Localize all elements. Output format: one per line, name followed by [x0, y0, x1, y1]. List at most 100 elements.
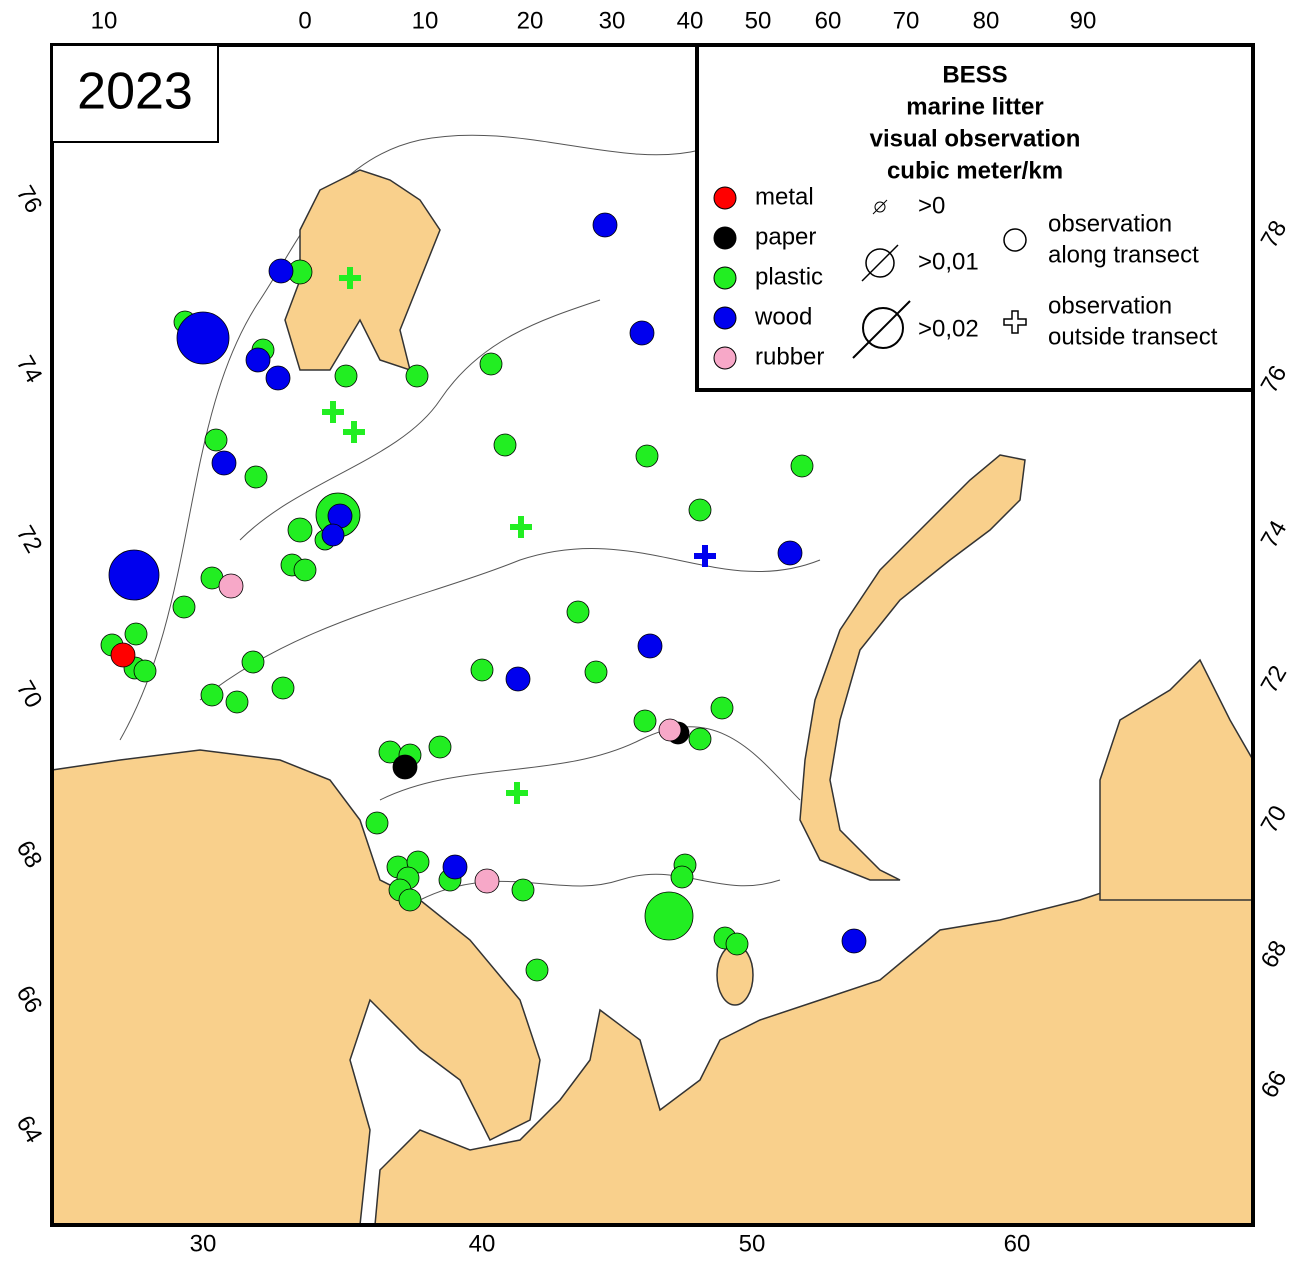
- top-tick-label: 30: [599, 7, 626, 34]
- observation: [225, 690, 249, 714]
- observation: [525, 958, 549, 982]
- legend-swatch: [713, 306, 737, 330]
- right-tick-label: 78: [1256, 216, 1293, 253]
- left-tick-label: 74: [11, 351, 48, 388]
- observation: [474, 868, 500, 894]
- observation: [670, 865, 694, 889]
- observation: [658, 718, 682, 742]
- legend-label: wood: [754, 303, 812, 330]
- observation: [633, 709, 657, 733]
- symbol-label: along transect: [1048, 241, 1199, 268]
- size-symbol: [852, 300, 911, 359]
- year: 2023: [77, 63, 193, 121]
- left-tick-label: 70: [11, 676, 48, 713]
- legend-box: [695, 43, 1255, 392]
- top-tick-label: 50: [745, 7, 772, 34]
- observation: [110, 642, 136, 668]
- bottom-tick-label: 30: [190, 1230, 217, 1257]
- observation: [405, 364, 429, 388]
- observation: [505, 666, 531, 692]
- top-tick-label: 90: [1070, 7, 1097, 34]
- top-tick-label: 20: [517, 7, 544, 34]
- observation: [268, 258, 294, 284]
- observation: [321, 523, 345, 547]
- observation: [218, 573, 244, 599]
- left-tick-label: 72: [11, 521, 48, 558]
- observation: [644, 891, 694, 941]
- observation: [428, 735, 452, 759]
- legend-title: visual observation: [870, 125, 1081, 152]
- observations: [100, 212, 867, 982]
- observation: [334, 364, 358, 388]
- legend-title: BESS: [942, 61, 1007, 88]
- outside-observation: [322, 401, 344, 423]
- legend-title: cubic meter/km: [887, 157, 1063, 184]
- top-tick-label: 10: [412, 7, 439, 34]
- observation: [584, 660, 608, 684]
- observation: [493, 433, 517, 457]
- size-symbol: [874, 201, 886, 213]
- left-tick-label: 76: [11, 181, 48, 218]
- top-tick-label: 60: [815, 7, 842, 34]
- top-tick-label: 40: [677, 7, 704, 34]
- right-tick-label: 74: [1256, 516, 1293, 553]
- observation: [635, 444, 659, 468]
- size-label: >0,01: [918, 248, 979, 275]
- right-tick-label: 70: [1256, 801, 1293, 838]
- observation: [725, 932, 749, 956]
- size-label: >0,02: [918, 315, 979, 342]
- legend-swatch: [713, 226, 737, 250]
- land: [51, 169, 1254, 1226]
- bottom-tick-label: 40: [469, 1230, 496, 1257]
- observation: [200, 683, 224, 707]
- observation: [265, 365, 291, 391]
- observation: [133, 659, 157, 683]
- top-tick-label: 10: [91, 7, 118, 34]
- legend-swatch: [713, 186, 737, 210]
- observation: [365, 811, 389, 835]
- outside-observation: [510, 516, 532, 538]
- size-label: >0: [918, 192, 945, 219]
- observation: [790, 454, 814, 478]
- observation: [841, 928, 867, 954]
- observation: [710, 696, 734, 720]
- legend: BESS marine litter visual observation cubic…: [713, 61, 1218, 370]
- observation: [293, 558, 317, 582]
- size-symbol: [862, 307, 904, 349]
- year-box: [51, 44, 219, 143]
- top-tick-label: 0: [298, 7, 311, 34]
- size-symbol: [865, 248, 895, 278]
- observation: [172, 595, 196, 619]
- observation: [211, 450, 237, 476]
- left-tick-label: 64: [11, 1111, 48, 1148]
- outside-observation: [343, 421, 365, 443]
- observation: [244, 465, 268, 489]
- legend-swatch: [713, 266, 737, 290]
- observation: [108, 549, 160, 601]
- observation: [629, 320, 655, 346]
- legend-label: rubber: [755, 343, 824, 370]
- legend-label: plastic: [755, 263, 823, 290]
- right-tick-label: 68: [1256, 936, 1293, 973]
- bottom-tick-label: 50: [739, 1230, 766, 1257]
- legend-label: paper: [755, 223, 816, 250]
- legend-swatch: [713, 346, 737, 370]
- symbol-label: observation: [1048, 210, 1172, 237]
- size-symbol: [861, 244, 899, 282]
- observation: [479, 352, 503, 376]
- right-tick-label: 76: [1256, 361, 1293, 398]
- observation: [398, 888, 422, 912]
- legend-label: metal: [755, 183, 814, 210]
- observation: [241, 650, 265, 674]
- right-tick-label: 66: [1256, 1066, 1293, 1103]
- observation: [271, 676, 295, 700]
- observation: [637, 633, 663, 659]
- right-tick-label: 72: [1256, 661, 1293, 698]
- observation: [566, 600, 590, 624]
- observation: [592, 212, 618, 238]
- symbol-label: outside transect: [1048, 323, 1218, 350]
- outside-observation: [506, 782, 528, 804]
- symbol-label: observation: [1048, 292, 1172, 319]
- outside-symbol: [1003, 310, 1027, 334]
